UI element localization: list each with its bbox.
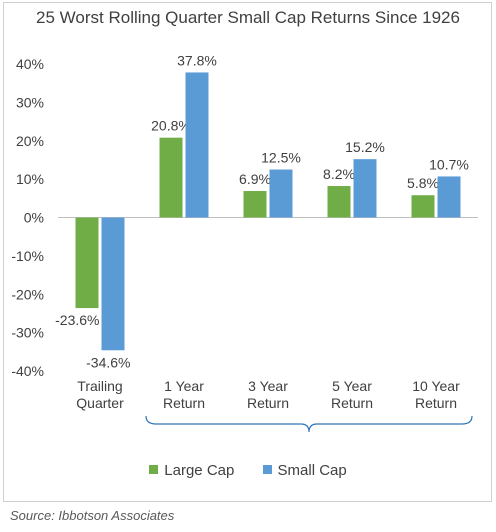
y-tick-label: 10% bbox=[16, 171, 44, 187]
bar-large-cap bbox=[243, 191, 267, 218]
x-tick-label: 3 Year bbox=[248, 378, 288, 394]
data-label: 37.8% bbox=[177, 52, 217, 68]
y-tick-label: -40% bbox=[11, 363, 44, 379]
y-tick-label: -10% bbox=[11, 248, 44, 264]
grouping-bracket bbox=[145, 415, 473, 433]
bar-large-cap bbox=[159, 137, 183, 218]
data-label: 6.9% bbox=[239, 171, 271, 187]
bar-large-cap bbox=[411, 195, 435, 218]
source-note: Source: Ibbotson Associates bbox=[10, 508, 175, 523]
legend-swatch-large-cap bbox=[149, 465, 159, 474]
chart-legend: Large Cap Small Cap bbox=[0, 462, 496, 479]
data-label: 5.8% bbox=[407, 175, 439, 191]
x-tick-label: Quarter bbox=[76, 395, 124, 411]
bar-large-cap bbox=[75, 217, 99, 309]
y-tick-label: 30% bbox=[16, 94, 44, 110]
x-tick-label: 5 Year bbox=[332, 378, 372, 394]
x-tick-label: Trailing bbox=[77, 378, 122, 394]
y-tick-label: -30% bbox=[11, 325, 44, 341]
data-label: -34.6% bbox=[86, 354, 130, 370]
legend-label-small-cap: Small Cap bbox=[277, 462, 347, 479]
data-label: 8.2% bbox=[323, 166, 355, 182]
bar-small-cap bbox=[185, 72, 209, 218]
y-tick-label: 20% bbox=[16, 133, 44, 149]
bar-large-cap bbox=[327, 186, 351, 218]
y-tick-label: -20% bbox=[11, 286, 44, 302]
legend-item-small-cap: Small Cap bbox=[262, 462, 347, 479]
y-tick-label: 0% bbox=[24, 210, 44, 226]
bar-small-cap bbox=[269, 169, 293, 218]
x-tick-label: 10 Year bbox=[412, 378, 460, 394]
data-label: -23.6% bbox=[55, 312, 99, 328]
legend-swatch-small-cap bbox=[262, 465, 272, 474]
x-tick-label: Return bbox=[415, 395, 457, 411]
data-label: 10.7% bbox=[429, 156, 469, 172]
bar-small-cap bbox=[353, 159, 377, 218]
data-label: 12.5% bbox=[261, 150, 301, 166]
data-label: 15.2% bbox=[345, 139, 385, 155]
x-tick-label: Return bbox=[247, 395, 289, 411]
bar-small-cap bbox=[437, 176, 461, 218]
x-tick-label: 1 Year bbox=[164, 378, 204, 394]
chart-plot: 40% 30% 20% 10% 0% -10% -20% -30% -40% -23.6% 20.8… bbox=[11, 52, 478, 433]
legend-label-large-cap: Large Cap bbox=[164, 462, 235, 479]
y-tick-label: 40% bbox=[16, 56, 44, 72]
x-tick-label: Return bbox=[331, 395, 373, 411]
chart-title: 25 Worst Rolling Quarter Small Cap Retur… bbox=[36, 8, 460, 27]
bar-small-cap bbox=[101, 217, 125, 351]
legend-item-large-cap: Large Cap bbox=[149, 462, 234, 479]
data-label: 20.8% bbox=[151, 118, 191, 134]
x-tick-label: Return bbox=[163, 395, 205, 411]
